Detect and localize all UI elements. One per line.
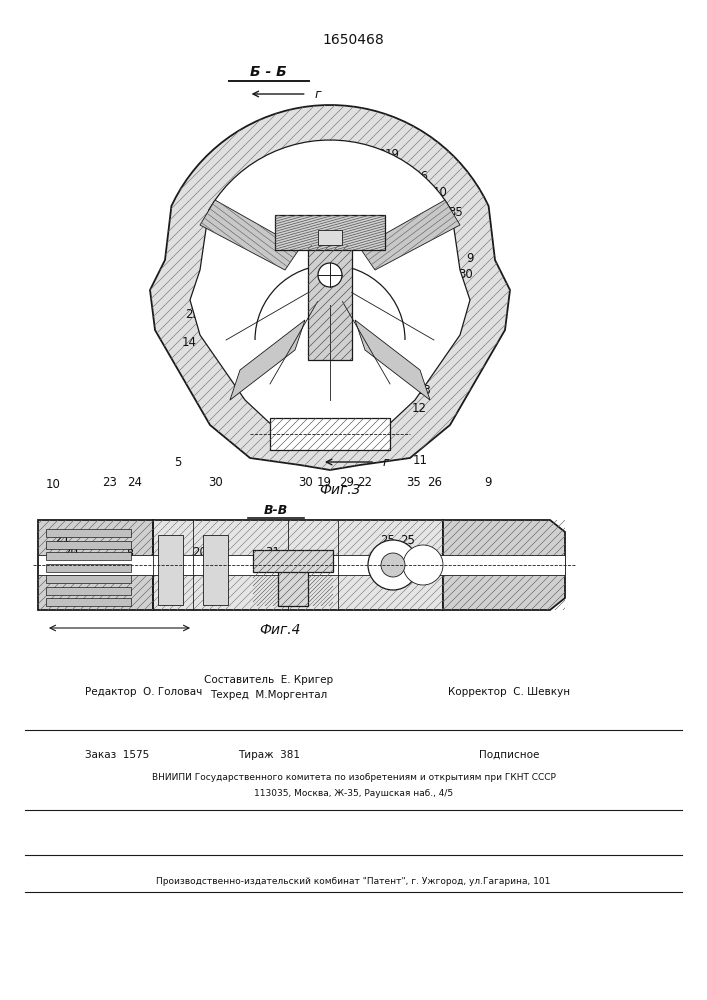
Circle shape [318, 263, 342, 287]
Bar [253, 550, 333, 572]
Polygon shape [200, 200, 300, 270]
Text: Фиг.4: Фиг.4 [259, 623, 300, 637]
Text: 5: 5 [175, 456, 182, 468]
Text: 25: 25 [185, 308, 200, 320]
Text: 25: 25 [380, 534, 395, 546]
Text: 20: 20 [192, 546, 207, 558]
Text: В-В: В-В [264, 504, 288, 516]
Text: 19: 19 [316, 476, 332, 488]
Bar [46, 575, 131, 583]
Bar [153, 520, 443, 610]
Text: 9: 9 [484, 476, 491, 488]
Text: 22: 22 [357, 476, 373, 488]
Text: Подписное: Подписное [479, 750, 539, 760]
Text: 21: 21 [54, 532, 70, 544]
Text: Корректор  С. Шевкун: Корректор С. Шевкун [448, 687, 570, 697]
Text: в: в [127, 546, 134, 558]
Bar [158, 535, 183, 605]
Bar [38, 555, 565, 575]
Text: Техред  М.Моргентал: Техред М.Моргентал [210, 690, 327, 700]
Text: 10: 10 [432, 186, 448, 198]
Polygon shape [443, 520, 565, 610]
Text: 13: 13 [416, 383, 432, 396]
Text: 31: 31 [264, 546, 280, 558]
Text: 12: 12 [411, 402, 427, 416]
Bar [318, 230, 342, 245]
Bar [46, 529, 131, 537]
Polygon shape [190, 140, 470, 438]
Polygon shape [355, 320, 430, 400]
Circle shape [381, 553, 405, 577]
Text: Заказ  1575: Заказ 1575 [85, 750, 149, 760]
Bar [46, 564, 131, 572]
Bar [46, 598, 131, 606]
Circle shape [368, 540, 418, 590]
Text: г: г [315, 88, 321, 101]
Text: 11: 11 [413, 454, 428, 466]
Text: Тираж  381: Тираж 381 [238, 750, 300, 760]
Text: 22: 22 [441, 300, 457, 314]
Text: Редактор  О. Головач: Редактор О. Головач [85, 687, 202, 697]
Bar [38, 520, 153, 610]
Text: 30: 30 [458, 267, 472, 280]
Text: Фиг.3: Фиг.3 [320, 483, 361, 497]
Text: 26: 26 [413, 170, 428, 184]
Text: 29: 29 [370, 148, 386, 161]
Text: 113035, Москва, Ж-35, Раушская наб., 4/5: 113035, Москва, Ж-35, Раушская наб., 4/5 [254, 788, 453, 798]
Text: 35: 35 [449, 206, 463, 219]
Text: г: г [383, 456, 390, 468]
Text: 26: 26 [427, 476, 443, 488]
Text: Б - Б: Б - Б [250, 65, 287, 79]
Text: 29: 29 [339, 476, 354, 488]
Text: 9: 9 [467, 251, 474, 264]
Text: ВНИИПИ Государственного комитета по изобретениям и открытиям при ГКНТ СССР: ВНИИПИ Государственного комитета по изоб… [151, 774, 556, 782]
Text: 25: 25 [400, 534, 416, 546]
Text: Составитель  Е. Кригер: Составитель Е. Кригер [204, 675, 333, 685]
Bar [46, 586, 131, 594]
Text: 21: 21 [428, 326, 444, 340]
Text: 30: 30 [209, 476, 223, 488]
Polygon shape [230, 320, 305, 400]
Bar [203, 535, 228, 605]
Text: 19: 19 [385, 148, 400, 161]
Bar [46, 540, 131, 548]
Text: 1650468: 1650468 [322, 33, 384, 47]
Polygon shape [360, 200, 460, 270]
Bar [278, 566, 308, 606]
Polygon shape [275, 215, 385, 250]
Bar [46, 552, 131, 560]
Text: 10: 10 [45, 479, 61, 491]
Circle shape [403, 545, 443, 585]
Text: 14: 14 [182, 336, 197, 350]
Polygon shape [150, 105, 510, 470]
Text: 24: 24 [127, 476, 142, 488]
Bar [270, 418, 390, 450]
Text: 23: 23 [102, 476, 117, 488]
Text: 30: 30 [298, 476, 312, 488]
Polygon shape [308, 245, 352, 360]
Text: Производственно-издательский комбинат "Патент", г. Ужгород, ул.Гагарина, 101: Производственно-издательский комбинат "П… [156, 878, 551, 886]
Text: 20: 20 [63, 546, 78, 558]
Text: 35: 35 [407, 476, 421, 488]
